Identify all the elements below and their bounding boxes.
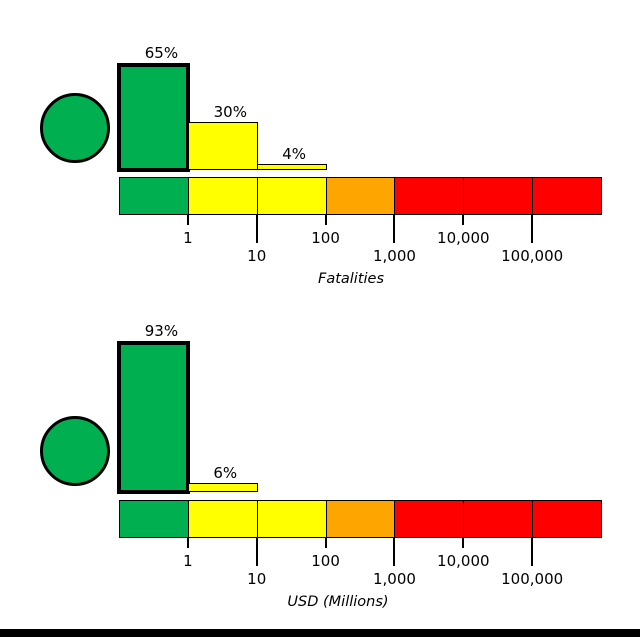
axis-tick [324, 215, 327, 225]
probability-bar-label: 65% [144, 43, 179, 62]
x-axis-title: Fatalities [317, 271, 385, 287]
probability-bar [187, 121, 258, 171]
severity-scale-segment [256, 177, 327, 215]
axis-tick [255, 215, 258, 243]
axis-tick [186, 215, 189, 225]
severity-scale-segment [463, 500, 534, 538]
axis-tick [186, 538, 189, 548]
severity-scale-segment [256, 500, 327, 538]
axis-tick-label: 10 [247, 570, 267, 588]
axis-tick-label: 1 [183, 229, 193, 247]
bottom-black-bar [0, 628, 640, 637]
probability-bar-label: 30% [213, 102, 247, 121]
axis-tick-label: 100,000 [501, 247, 564, 265]
severity-scale-segment [325, 500, 396, 538]
axis-tick-label: 10 [247, 247, 267, 265]
axis-tick-label: 100 [311, 552, 340, 570]
severity-scale-segment [325, 177, 396, 215]
probability-bar [187, 482, 258, 493]
axis-tick [393, 538, 396, 566]
probability-bar-label: 4% [282, 144, 307, 163]
severity-scale-segment [187, 177, 258, 215]
severity-scale-segment [532, 177, 603, 215]
alert-level-circle [40, 93, 110, 163]
probability-bar-highlighted [117, 340, 190, 495]
axis-tick [462, 215, 465, 225]
severity-scale-segment [119, 177, 189, 215]
axis-tick [324, 538, 327, 548]
axis-tick [255, 538, 258, 566]
severity-scale-segment [187, 500, 258, 538]
probability-bar-label: 93% [144, 321, 179, 340]
axis-tick [462, 538, 465, 548]
alert-level-circle [40, 416, 110, 486]
severity-scale-segment [532, 500, 603, 538]
severity-scale-segment [463, 177, 534, 215]
axis-tick [531, 538, 534, 566]
axis-tick-label: 1 [183, 552, 193, 570]
severity-scale-segment [394, 177, 465, 215]
probability-bar [256, 163, 327, 171]
x-axis-title: USD (Millions) [287, 594, 389, 610]
axis-tick [531, 215, 534, 243]
severity-scale-segment [119, 500, 189, 538]
probability-bar-label: 6% [213, 463, 238, 482]
axis-tick [393, 215, 396, 243]
severity-scale-segment [394, 500, 465, 538]
axis-tick-label: 1,000 [372, 570, 416, 588]
axis-tick-label: 100,000 [501, 570, 564, 588]
axis-tick-label: 1,000 [372, 247, 416, 265]
axis-tick-label: 10,000 [437, 229, 490, 247]
axis-tick-label: 10,000 [437, 552, 490, 570]
axis-tick-label: 100 [311, 229, 340, 247]
probability-bar-highlighted [117, 62, 190, 173]
